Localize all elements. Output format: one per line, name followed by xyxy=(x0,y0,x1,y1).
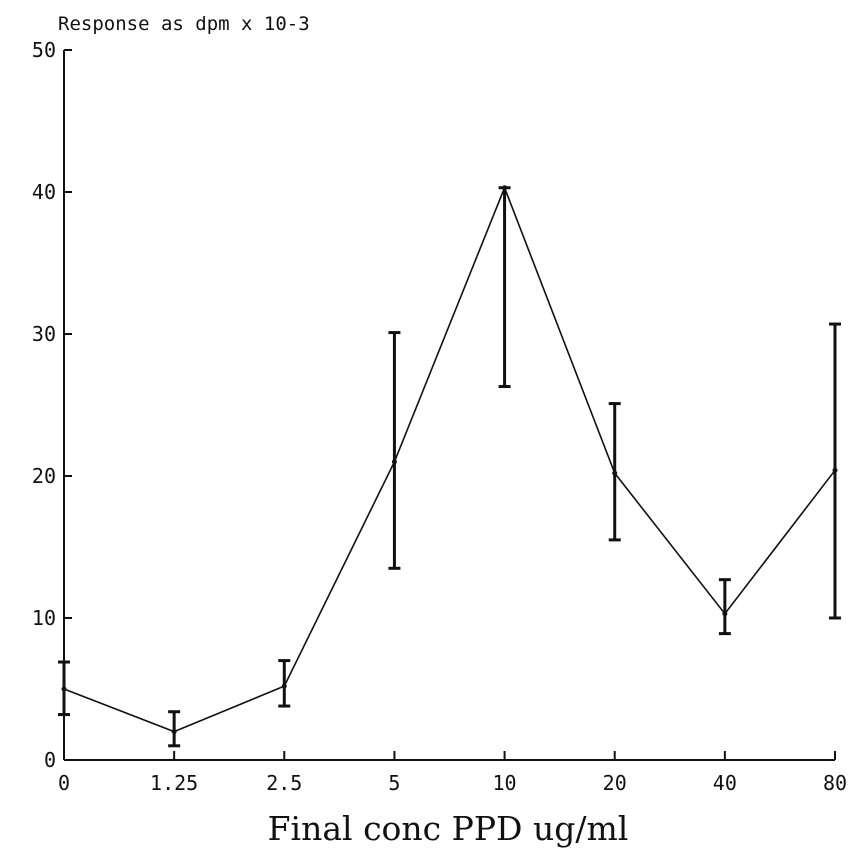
data-point xyxy=(392,459,397,464)
y-tick-label: 40 xyxy=(32,180,56,204)
data-point xyxy=(172,729,177,734)
y-tick-label: 0 xyxy=(44,748,56,772)
x-axis-label: Final conc PPD ug/ml xyxy=(268,809,629,848)
y-tick-label: 20 xyxy=(32,464,56,488)
x-ticks: 0 1.25 2.5 5 10 20 40 80 xyxy=(58,751,847,795)
data-point xyxy=(62,687,67,692)
x-tick-label: 0 xyxy=(58,771,70,795)
y-tick-label: 30 xyxy=(32,322,56,346)
x-tick-label: 10 xyxy=(493,771,517,795)
y-tick-label: 10 xyxy=(32,606,56,630)
y-axis-label: Response as dpm x 10-3 xyxy=(58,13,310,35)
x-tick-label: 5 xyxy=(388,771,400,795)
data-point xyxy=(502,185,507,190)
data-point xyxy=(282,684,287,689)
data-point xyxy=(612,471,617,476)
data-series xyxy=(58,185,841,746)
series-line xyxy=(64,188,835,732)
x-tick-label: 20 xyxy=(603,771,627,795)
y-tick-label: 50 xyxy=(32,38,56,62)
x-tick-label: 40 xyxy=(713,771,737,795)
x-tick-label: 2.5 xyxy=(266,771,302,795)
axes xyxy=(64,50,835,760)
data-point xyxy=(833,468,838,473)
x-tick-label: 80 xyxy=(823,771,847,795)
data-point xyxy=(722,611,727,616)
x-tick-label: 1.25 xyxy=(150,771,198,795)
